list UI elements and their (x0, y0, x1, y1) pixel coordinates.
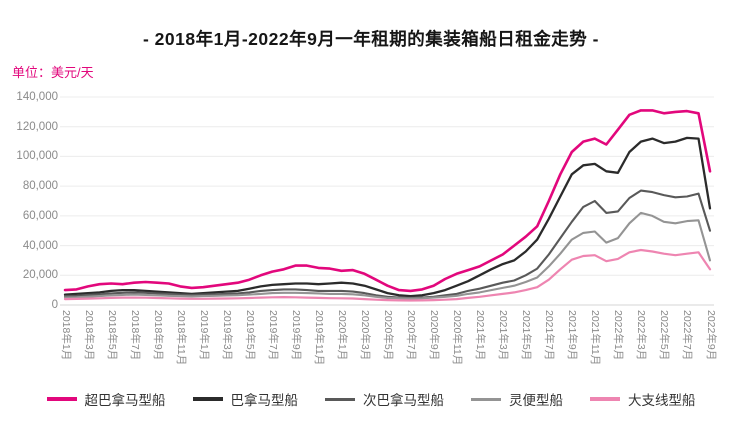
x-axis-label: 2018年5月 (105, 310, 118, 361)
x-axis-label: 2022年5月 (658, 310, 671, 361)
x-axis-label: 2021年11月 (589, 310, 602, 366)
x-axis-label: 2022年7月 (681, 310, 694, 361)
x-axis-label: 2018年3月 (82, 310, 95, 361)
x-axis-label: 2018年1月 (59, 310, 72, 361)
x-axis-label: 2021年1月 (474, 310, 487, 361)
legend-label: 灵便型船 (509, 393, 563, 408)
x-axis-label: 2018年11月 (174, 310, 187, 366)
x-axis-label: 2020年1月 (335, 310, 348, 361)
x-axis-label: 2021年7月 (543, 310, 556, 361)
legend-line-swatch (46, 397, 77, 401)
legend-line-swatch (325, 397, 355, 401)
x-axis-label: 2021年9月 (566, 310, 579, 361)
x-axis-label: 2022年3月 (635, 310, 648, 361)
y-axis-label: 0 (51, 299, 58, 311)
legend-item-sub-panamax: 次巴拿马型船 (325, 389, 444, 409)
legend-item-super-panamax: 超巴拿马型船 (46, 389, 166, 409)
series-line-panamax (63, 136, 712, 298)
y-axis-label: 120,000 (16, 120, 58, 133)
x-axis-label: 2019年5月 (243, 310, 256, 361)
chart-title: - 2018年1月-2022年9月一年租期的集装箱船日租金走势 - (142, 29, 600, 49)
x-axis-label: 2020年3月 (358, 310, 371, 361)
x-axis-label: 2021年5月 (520, 310, 533, 361)
legend-line-swatch (192, 397, 223, 401)
legend-item-feeder: 大支线型船 (590, 389, 696, 409)
x-axis-label: 2019年3月 (220, 310, 233, 361)
legend-line-swatch (590, 397, 620, 401)
series-line-sub-panamax (63, 189, 712, 299)
y-axis-label: 20,000 (22, 269, 58, 282)
x-axis-label: 2020年9月 (428, 310, 441, 361)
legend-item-handysize: 灵便型船 (471, 389, 563, 409)
y-axis-label: 140,000 (16, 91, 58, 103)
y-axis-label: 40,000 (22, 239, 58, 252)
legend-label: 次巴拿马型船 (363, 393, 444, 408)
x-axis-label: 2019年11月 (312, 310, 325, 366)
x-axis-label: 2020年5月 (382, 310, 394, 361)
x-axis-label: 2018年9月 (151, 310, 164, 361)
unit-label: 单位：美元/天 (12, 65, 94, 80)
legend-line-swatch (471, 397, 501, 401)
x-axis-label: 2018年7月 (128, 310, 141, 361)
y-axis-label: 60,000 (22, 209, 58, 222)
x-axis-label: 2019年1月 (197, 310, 210, 361)
chart-legend: 超巴拿马型船 巴拿马型船 次巴拿马型船 灵便型船 大支线型船 (0, 389, 742, 409)
legend-label: 超巴拿马型船 (84, 393, 166, 408)
legend-label: 巴拿马型船 (230, 393, 299, 408)
series-line-feeder (63, 248, 712, 302)
legend-item-panamax: 巴拿马型船 (192, 389, 299, 409)
x-axis-label: 2022年9月 (704, 310, 717, 361)
legend-label: 大支线型船 (628, 393, 696, 408)
y-axis-label: 100,000 (16, 150, 58, 163)
y-axis-label: 80,000 (22, 180, 58, 193)
x-axis-label: 2020年7月 (405, 310, 418, 361)
x-axis-label: 2020年11月 (451, 310, 464, 366)
x-axis-label: 2022年1月 (612, 310, 625, 361)
series-line-handysize (63, 211, 712, 300)
x-axis-label: 2019年9月 (289, 310, 302, 361)
series-line-super-panamax (63, 109, 712, 293)
x-axis-label: 2019年7月 (266, 310, 279, 361)
x-axis-label: 2021年3月 (497, 310, 510, 361)
